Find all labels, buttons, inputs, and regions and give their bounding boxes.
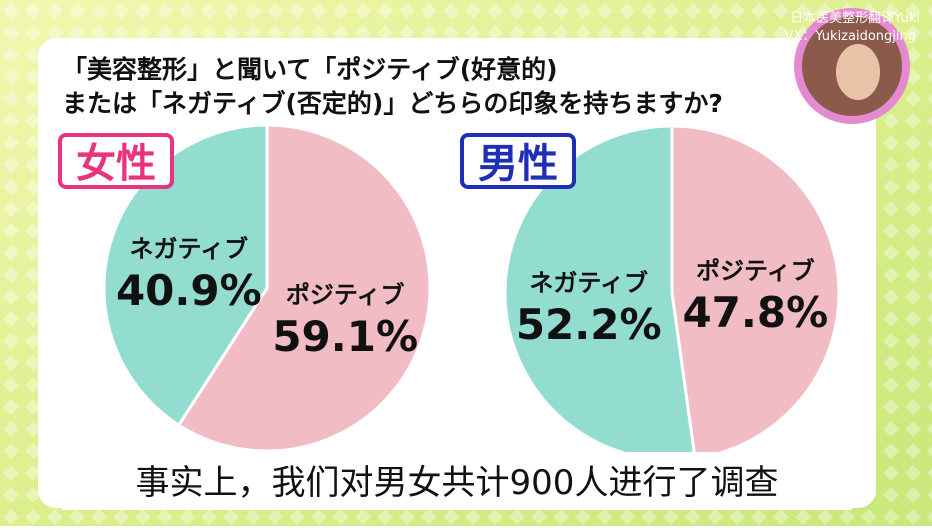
subtitle-box [62, 452, 852, 510]
subtitle: 事实上，我们对男女共计900人进行了调查 [136, 463, 779, 503]
question-box [38, 38, 876, 124]
slice-label: ポジティブ [286, 281, 405, 309]
value-label: 59.1% [272, 312, 418, 361]
chart-title-box [58, 133, 174, 189]
watermark: 日本医美整形翻译Yuki [790, 11, 920, 26]
value-label: 52.2% [516, 300, 662, 349]
chart-title-box [460, 133, 576, 189]
chart-title: 男性 [478, 141, 558, 187]
question-line: 「美容整形」と聞いて「ポジティブ(好意的) [62, 55, 558, 84]
guest-face [836, 44, 880, 100]
slice-label: ネガティブ [529, 269, 648, 297]
question-line: または「ネガティブ(否定的)」どちらの印象を持ちますか? [62, 89, 723, 118]
pie-slice [176, 123, 432, 453]
pie-slice [102, 123, 269, 428]
watermark: VX：Yukizaidongjing [785, 29, 916, 44]
slice-label: ネガティブ [130, 235, 249, 263]
value-label: 40.9% [116, 266, 262, 315]
value-label: 47.8% [682, 288, 828, 337]
chart-title: 女性 [76, 141, 156, 187]
pie-slice [503, 124, 697, 462]
slice-label: ポジティブ [696, 257, 815, 285]
pie-slice [670, 124, 841, 461]
